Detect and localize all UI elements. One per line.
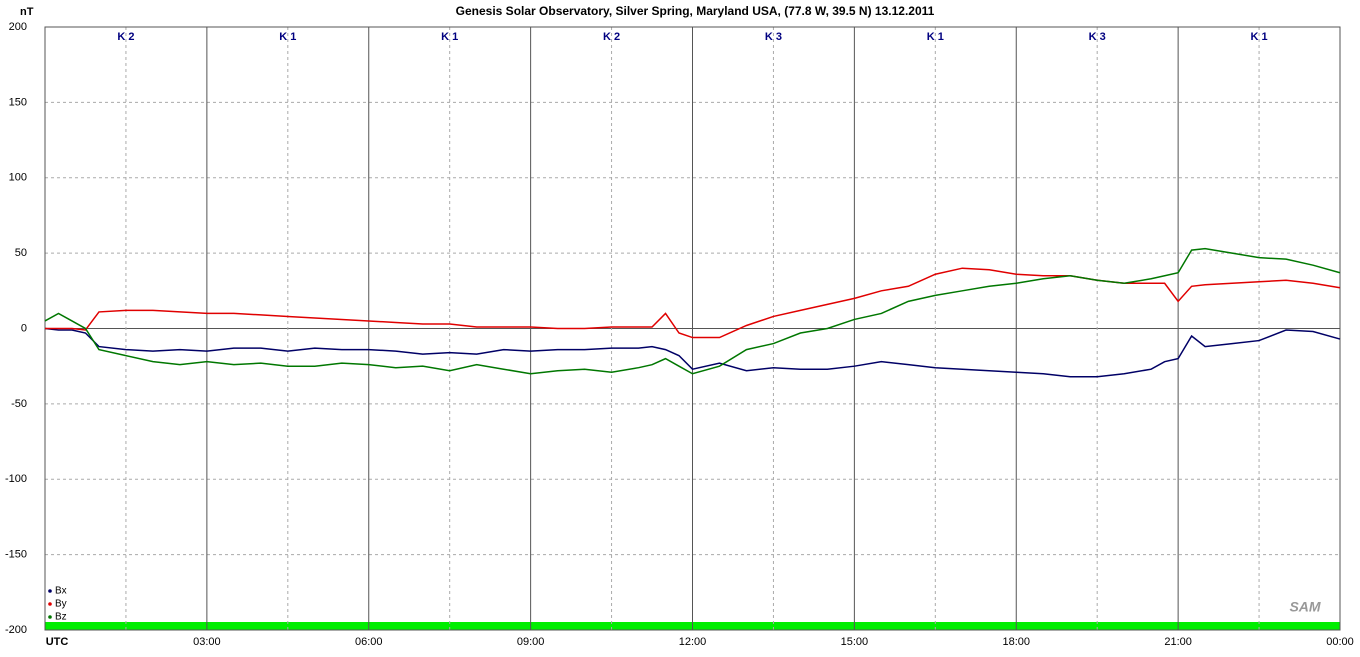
k-index: K 1 — [279, 31, 296, 43]
y-tick-label: 200 — [9, 21, 27, 33]
x-tick-label: 15:00 — [841, 636, 869, 648]
k-index: K 3 — [1089, 31, 1106, 43]
k-index: K 2 — [603, 31, 620, 43]
series-line — [44, 247, 1341, 375]
logo: SAM — [1289, 599, 1320, 615]
k-index: K 3 — [765, 31, 782, 43]
k-index: K 1 — [441, 31, 458, 43]
k-index: K 1 — [927, 31, 944, 43]
legend-marker — [48, 615, 52, 619]
x-tick-label: 12:00 — [679, 636, 707, 648]
x-tick-label: 00:00 — [1326, 636, 1354, 648]
y-tick-label: -150 — [5, 549, 27, 561]
x-tick-label: 03:00 — [193, 636, 221, 648]
legend-label: By — [55, 599, 67, 610]
y-axis-label: nT — [20, 6, 34, 18]
legend-marker — [48, 602, 52, 606]
x-tick-label: 09:00 — [517, 636, 545, 648]
series-line — [45, 267, 1341, 339]
y-tick-label: -100 — [5, 473, 27, 485]
series-line — [44, 327, 1341, 378]
legend-label: Bx — [55, 586, 67, 597]
legend-label: Bz — [55, 612, 67, 623]
x-tick-label: UTC — [46, 636, 69, 648]
x-tick-label: 06:00 — [355, 636, 383, 648]
y-tick-label: -50 — [11, 398, 27, 410]
y-tick-label: -200 — [5, 624, 27, 636]
y-tick-label: 150 — [9, 96, 27, 108]
y-tick-label: 0 — [21, 322, 27, 334]
x-tick-label: 21:00 — [1164, 636, 1192, 648]
y-tick-label: 50 — [15, 247, 27, 259]
k-index: K 1 — [1251, 31, 1268, 43]
k-index: K 2 — [117, 31, 134, 43]
x-tick-label: 18:00 — [1002, 636, 1030, 648]
y-tick-label: 100 — [9, 172, 27, 184]
legend-marker — [48, 589, 52, 593]
chart-title: Genesis Solar Observatory, Silver Spring… — [456, 4, 935, 18]
